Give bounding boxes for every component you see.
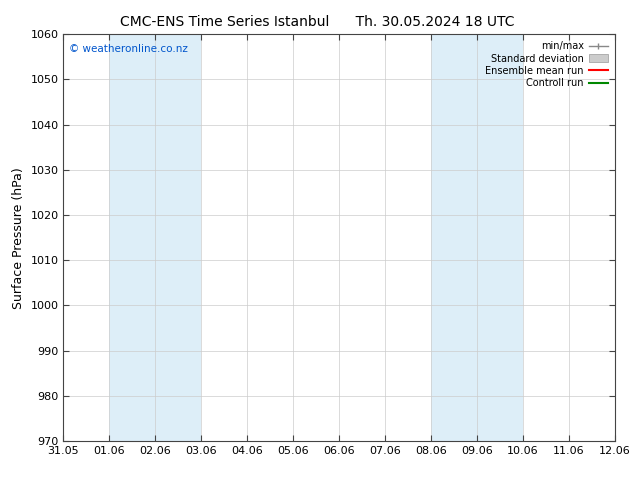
Bar	[615, 34, 634, 441]
Text: CMC-ENS Time Series Istanbul      Th. 30.05.2024 18 UTC: CMC-ENS Time Series Istanbul Th. 30.05.2…	[120, 15, 514, 29]
Bar	[110, 34, 202, 441]
Y-axis label: Surface Pressure (hPa): Surface Pressure (hPa)	[12, 167, 25, 309]
Legend: min/max, Standard deviation, Ensemble mean run, Controll run: min/max, Standard deviation, Ensemble me…	[481, 37, 612, 92]
Bar	[431, 34, 523, 441]
Text: © weatheronline.co.nz: © weatheronline.co.nz	[69, 45, 188, 54]
